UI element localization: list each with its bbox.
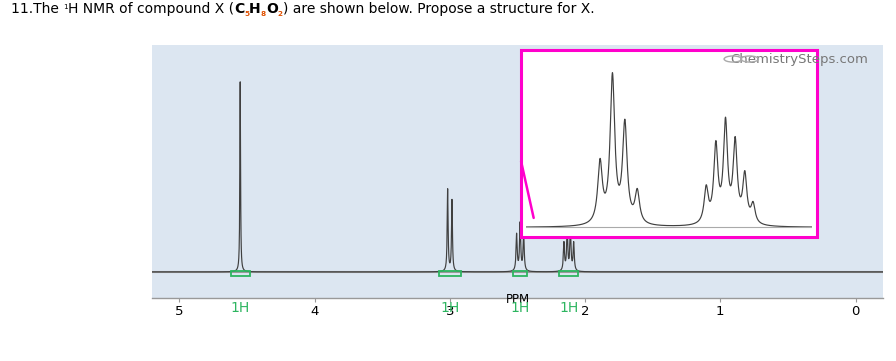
Text: 2: 2 [278,10,283,17]
Bar [513,271,527,276]
Text: 1H: 1H [440,301,460,315]
Bar [439,271,461,276]
Bar [231,271,250,276]
Text: 1: 1 [63,4,67,10]
Text: C: C [234,2,244,16]
Text: ChemistrySteps.com: ChemistrySteps.com [730,53,868,66]
Text: 8: 8 [261,10,266,17]
Text: H: H [249,2,261,16]
Text: 5: 5 [244,10,249,17]
Text: 1H: 1H [559,301,579,315]
Text: 1H: 1H [511,301,530,315]
Text: O: O [266,2,278,16]
Text: H NMR of compound X (: H NMR of compound X ( [67,2,234,16]
Bar [521,50,817,237]
Text: PPM: PPM [505,293,530,306]
Text: 11.The: 11.The [11,2,63,16]
Text: 1H: 1H [230,301,250,315]
Text: ) are shown below. Propose a structure for X.: ) are shown below. Propose a structure f… [283,2,594,16]
Bar [559,271,578,276]
